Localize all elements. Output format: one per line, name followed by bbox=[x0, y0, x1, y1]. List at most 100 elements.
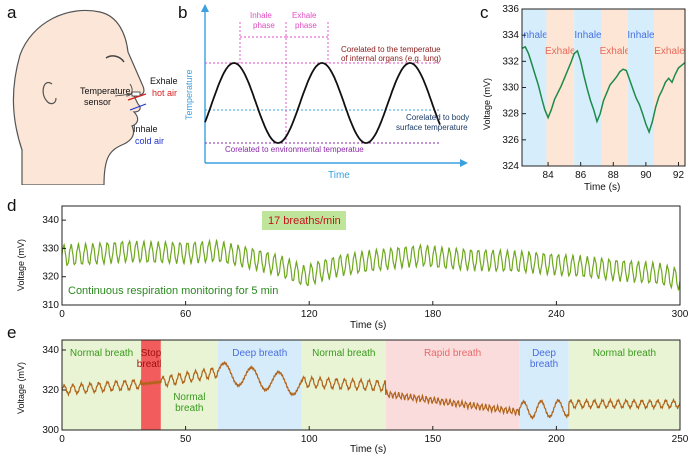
y-tick-label-1: 320 bbox=[42, 385, 59, 396]
x-tick-label-1: 86 bbox=[575, 170, 587, 181]
exhale-phase-l1: Exhale bbox=[292, 11, 317, 20]
c-band-5 bbox=[654, 9, 685, 166]
x-axis-arrow-icon bbox=[460, 159, 468, 167]
panel-label-e: e bbox=[7, 323, 17, 342]
y-tick-label-0: 324 bbox=[502, 161, 519, 172]
inhale-label: Inhale bbox=[133, 124, 158, 134]
temperature-sensor-icon bbox=[131, 91, 141, 97]
y-tick-label-3: 330 bbox=[502, 83, 519, 94]
c-band-label-2: Inhale bbox=[574, 30, 602, 41]
x-tick-label-3: 90 bbox=[640, 170, 652, 181]
rate-label-box bbox=[262, 211, 346, 230]
y-tick-label-2: 330 bbox=[42, 243, 59, 254]
cold-air-label: cold air bbox=[135, 136, 164, 146]
hot-air-arrow-icon bbox=[127, 93, 147, 101]
y-axis-arrow-icon bbox=[201, 4, 209, 12]
c-band-4 bbox=[627, 9, 655, 166]
c-ylabel: Voltage (mV) bbox=[482, 78, 492, 130]
y-tick-label-2: 340 bbox=[42, 345, 59, 356]
c-band-label-5: Exhale bbox=[654, 46, 685, 57]
x-tick-label-3: 150 bbox=[424, 434, 441, 445]
sensor-pointer bbox=[114, 93, 133, 97]
panel-d-series-line bbox=[61, 238, 681, 292]
c-band-2 bbox=[574, 9, 602, 166]
x-tick-label-0: 84 bbox=[543, 170, 555, 181]
note-organs-l1: Corelated to the temperatue bbox=[341, 45, 441, 54]
y-tick-label-5: 334 bbox=[502, 30, 519, 41]
temp-sensor-line2: sensor bbox=[84, 97, 111, 107]
y-tick-label-2: 328 bbox=[502, 109, 519, 120]
panel-d-frame bbox=[61, 205, 681, 306]
exhale-label: Exhale bbox=[150, 76, 178, 86]
inhale-phase-l2: phase bbox=[253, 21, 275, 30]
eye-icon bbox=[105, 55, 125, 63]
c-band-label-0: Inhale bbox=[521, 30, 549, 41]
e-band-7 bbox=[568, 340, 680, 430]
inhale-phase-l1: Inhale bbox=[250, 11, 272, 20]
d-annotation: Continuous respiration monitoring for 5 … bbox=[68, 285, 278, 297]
ear-icon bbox=[42, 82, 57, 105]
e-band-label-1-1: breath bbox=[137, 359, 165, 370]
y-tick-label-1: 320 bbox=[42, 272, 59, 283]
x-tick-label-1: 60 bbox=[180, 309, 192, 320]
y-tick-label-0: 300 bbox=[42, 425, 59, 436]
temp-sensor-line1: Temperature bbox=[80, 86, 131, 96]
e-band-label-6-0: Deep bbox=[532, 348, 556, 359]
e-xlabel: Time (s) bbox=[350, 444, 386, 455]
e-band-1 bbox=[141, 340, 161, 430]
x-tick-label-4: 92 bbox=[673, 170, 685, 181]
d-ylabel: Voltage (mV) bbox=[16, 239, 26, 291]
x-tick-label-2: 100 bbox=[301, 434, 318, 445]
e-band-2 bbox=[160, 340, 218, 430]
y-tick-label-3: 340 bbox=[42, 215, 59, 226]
e-band-label-5-0: Rapid breath bbox=[424, 348, 481, 359]
c-band-label-1: Exhale bbox=[545, 46, 576, 57]
e-ylabel: Voltage (mV) bbox=[16, 362, 26, 414]
e-band-label-1-0: Stop bbox=[141, 348, 162, 359]
panel-label-c: c bbox=[480, 3, 489, 22]
panel-label-b: b bbox=[178, 3, 188, 22]
x-tick-label-5: 300 bbox=[672, 309, 689, 320]
x-tick-label-3: 180 bbox=[424, 309, 441, 320]
exhale-phase-l2: phase bbox=[295, 21, 317, 30]
e-band-0 bbox=[62, 340, 142, 430]
x-tick-label-2: 88 bbox=[608, 170, 620, 181]
e-band-label-6-1: breath bbox=[530, 359, 558, 370]
panel-e-frame bbox=[61, 339, 681, 431]
e-band-label-4-0: Normal breath bbox=[312, 348, 375, 359]
e-band-label-7-0: Normal breath bbox=[593, 348, 656, 359]
panel-c-series-line bbox=[521, 45, 686, 135]
note-organs-l2: of internal organs (e.g. lung) bbox=[341, 54, 441, 63]
e-band-label-2-1: breath bbox=[175, 403, 203, 414]
c-xlabel: Time (s) bbox=[584, 182, 620, 193]
e-band-6 bbox=[519, 340, 569, 430]
c-band-label-3: Exhale bbox=[600, 46, 631, 57]
panel-b-schematic: Temperature Time Inhale phase Exhale pha… bbox=[184, 4, 469, 181]
y-tick-label-1: 326 bbox=[502, 135, 519, 146]
note-body-l2: surface temperature bbox=[396, 123, 468, 132]
x-tick-label-4: 200 bbox=[548, 434, 565, 445]
e-band-3 bbox=[217, 340, 302, 430]
c-band-label-4: Inhale bbox=[627, 30, 655, 41]
panel-e-series-line bbox=[61, 360, 681, 421]
y-tick-label-4: 332 bbox=[502, 56, 519, 67]
hot-air-label: hot air bbox=[152, 88, 177, 98]
x-tick-label-2: 120 bbox=[301, 309, 318, 320]
d-xlabel: Time (s) bbox=[350, 320, 386, 331]
panel-label-a: a bbox=[7, 3, 17, 22]
e-band-label-3-0: Deep breath bbox=[232, 348, 287, 359]
x-tick-label-0: 0 bbox=[59, 434, 65, 445]
temperature-wave bbox=[204, 62, 441, 144]
e-band-label-2-0: Normal bbox=[173, 392, 205, 403]
y-tick-label-0: 310 bbox=[42, 300, 59, 311]
rate-label: 17 breaths/min bbox=[268, 215, 341, 227]
x-tick-label-5: 250 bbox=[672, 434, 689, 445]
panel-c-frame bbox=[521, 8, 686, 167]
x-tick-label-0: 0 bbox=[59, 309, 65, 320]
cold-air-arrow-icon bbox=[129, 103, 147, 111]
note-body-l1: Corelated to body bbox=[406, 113, 469, 122]
note-env: Corelated to environmental temperatue bbox=[225, 145, 364, 154]
b-ylabel: Temperature bbox=[184, 69, 194, 120]
b-xlabel: Time bbox=[328, 170, 350, 181]
e-band-5 bbox=[385, 340, 520, 430]
